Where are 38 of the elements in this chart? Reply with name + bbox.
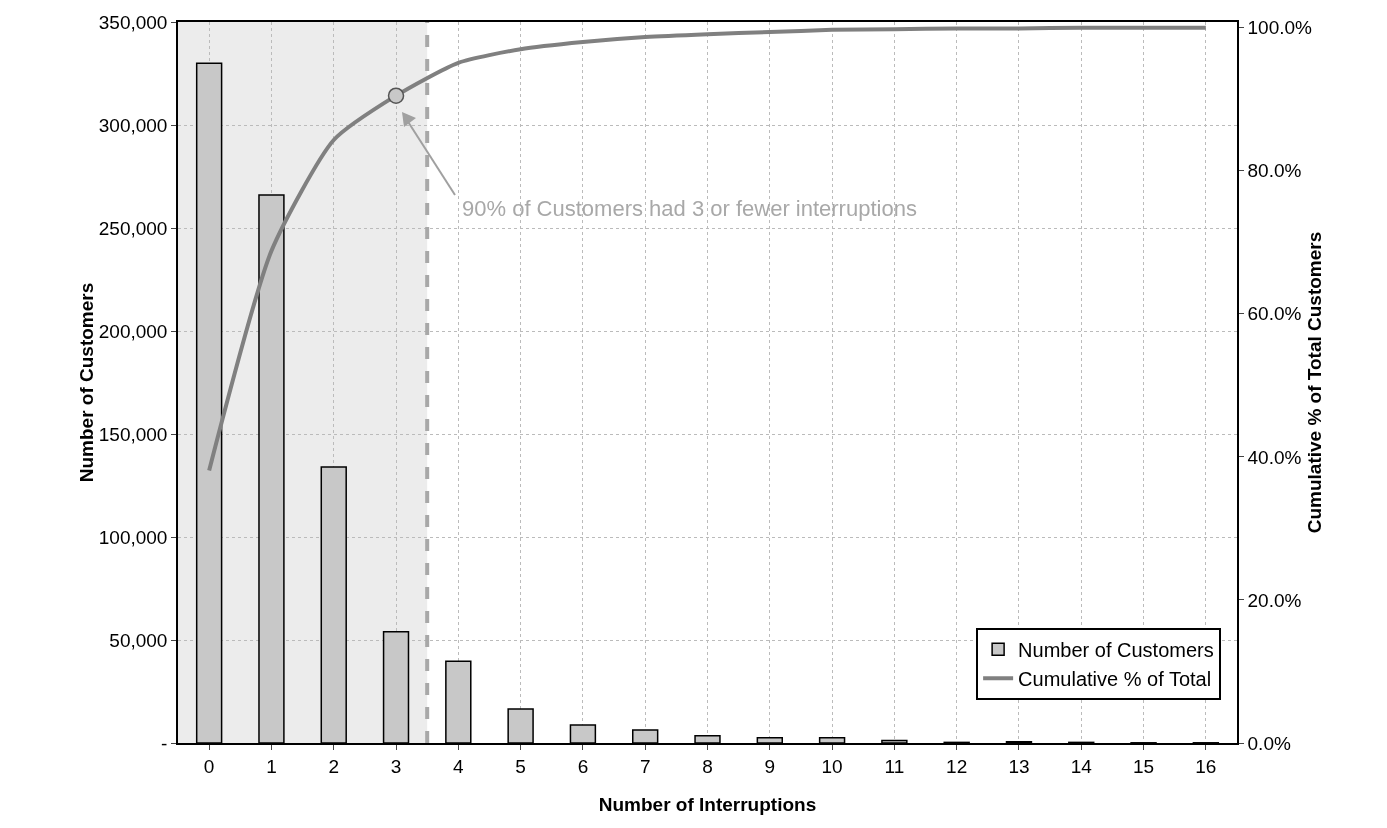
x-tick-label: 2 — [328, 755, 340, 777]
x-tick-label: 9 — [764, 755, 776, 777]
x-tick-label: 11 — [884, 755, 905, 777]
x-tick-label: 16 — [1195, 755, 1217, 777]
x-tick-label: 8 — [702, 755, 713, 777]
y-tick-label: 300,000 — [98, 114, 168, 136]
y-axis-title: Number of Customers — [75, 282, 97, 483]
legend-label: Cumulative % of Total — [1018, 668, 1212, 691]
y2-tick-label: 80.0% — [1247, 160, 1302, 182]
line-series — [207, 25, 1208, 473]
y2-tick-label: 40.0% — [1247, 446, 1302, 468]
y-tick-label: 250,000 — [98, 217, 168, 239]
x-tick-label: 13 — [1008, 755, 1030, 777]
x-tick-label: 7 — [639, 755, 651, 777]
annotation: 90% of Customers had 3 or fewer interruptions — [462, 196, 917, 221]
y-tick-label: 200,000 — [98, 320, 168, 342]
y2-axis-title: Cumulative % of Total Customers — [1303, 231, 1325, 534]
y2-tick-label: 0.0% — [1247, 732, 1291, 754]
x-tick-label: 1 — [266, 755, 277, 777]
y2-tick-label: 60.0% — [1247, 303, 1302, 325]
x-tick-label: 3 — [390, 755, 402, 777]
y-tick-label: - — [161, 732, 168, 754]
legend-label: Number of Customers — [1018, 639, 1214, 662]
y-tick-label: 50,000 — [109, 629, 168, 651]
x-tick-label: 6 — [577, 755, 589, 777]
x-axis-title: Number of Interruptions — [598, 793, 817, 815]
x-tick-label: 4 — [453, 755, 465, 777]
y-tick-label: 350,000 — [98, 11, 168, 33]
y2-tick-label: 20.0% — [1247, 589, 1302, 611]
x-tick-label: 12 — [946, 755, 968, 777]
y-tick-label: 150,000 — [98, 423, 168, 445]
y2-tick-label: 100.0% — [1247, 17, 1313, 39]
y-tick-label: 100,000 — [98, 526, 168, 548]
x-tick-label: 0 — [203, 755, 215, 777]
x-tick-label: 15 — [1132, 755, 1155, 777]
x-tick-label: 10 — [821, 755, 843, 777]
x-tick-label: 14 — [1070, 755, 1093, 777]
x-tick-label: 5 — [515, 755, 526, 777]
